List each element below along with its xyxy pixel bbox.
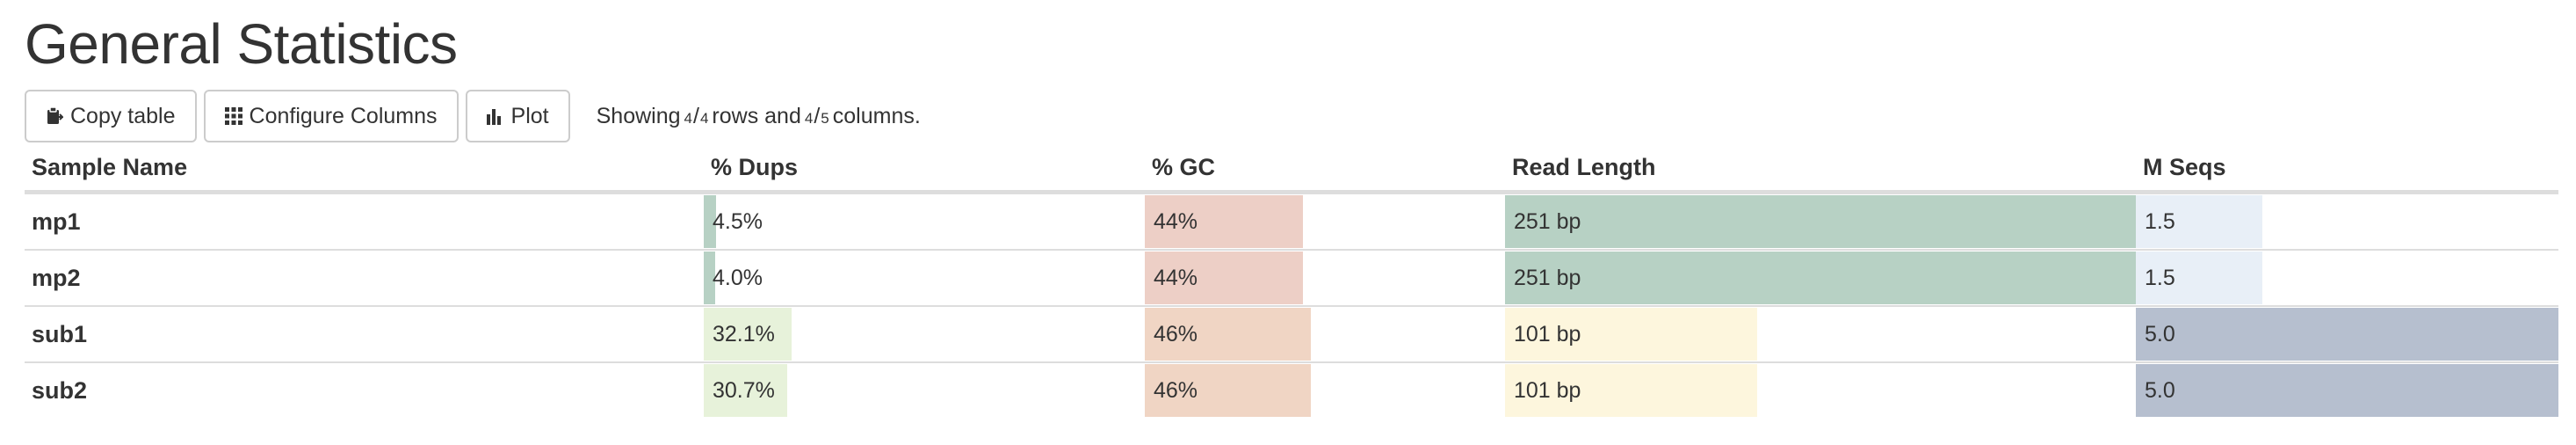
m-seqs-cell: 1.5 bbox=[2136, 191, 2558, 250]
dups-cell: 30.7% bbox=[704, 361, 1145, 418]
gc-bar bbox=[1145, 195, 1304, 248]
grid-icon bbox=[224, 107, 242, 125]
table-row: sub1 32.1% 46% 101 bp 5.0 bbox=[25, 305, 2558, 362]
column-header-read-length[interactable]: Read Length bbox=[1505, 144, 2136, 194]
gc-value: 44% bbox=[1154, 265, 1198, 290]
m-seqs-bar bbox=[2136, 364, 2558, 417]
gc-bar bbox=[1145, 252, 1304, 304]
dups-value: 30.7% bbox=[713, 377, 775, 403]
m-seqs-value: 5.0 bbox=[2145, 321, 2175, 347]
status-prefix: Showing bbox=[596, 103, 681, 128]
read-length-value: 251 bp bbox=[1514, 265, 1581, 290]
m-seqs-bar bbox=[2136, 195, 2263, 248]
columns-total: 5 bbox=[821, 109, 829, 127]
read-length-value: 101 bp bbox=[1514, 377, 1581, 403]
dups-cell: 4.5% bbox=[704, 191, 1145, 250]
plot-button[interactable]: Plot bbox=[465, 90, 570, 142]
sample-name-cell: mp2 bbox=[25, 249, 704, 306]
columns-word: columns. bbox=[832, 103, 921, 128]
read-length-cell: 251 bp bbox=[1505, 249, 2136, 306]
table-row: mp1 4.5% 44% 251 bp 1.5 bbox=[25, 191, 2558, 250]
gc-bar bbox=[1145, 308, 1311, 361]
column-header-m-seqs[interactable]: M Seqs bbox=[2136, 144, 2558, 194]
gc-cell: 44% bbox=[1145, 191, 1505, 250]
columns-shown: 4 bbox=[804, 109, 814, 127]
dups-bar bbox=[704, 308, 792, 361]
gc-bar bbox=[1145, 364, 1311, 417]
m-seqs-cell: 5.0 bbox=[2136, 361, 2558, 418]
copy-table-button[interactable]: Copy table bbox=[25, 90, 197, 142]
bar-chart-icon bbox=[486, 107, 504, 125]
sample-name-cell: sub1 bbox=[25, 305, 704, 362]
read-length-bar bbox=[1505, 364, 1758, 417]
dups-cell: 32.1% bbox=[704, 305, 1145, 362]
m-seqs-value: 1.5 bbox=[2145, 265, 2175, 290]
gc-value: 44% bbox=[1154, 208, 1198, 234]
column-header-gc[interactable]: % GC bbox=[1145, 144, 1505, 194]
read-length-cell: 251 bp bbox=[1505, 191, 2136, 250]
rows-shown: 4 bbox=[684, 109, 692, 127]
dups-value: 4.5% bbox=[713, 208, 763, 234]
copy-icon bbox=[46, 106, 63, 126]
dups-bar bbox=[704, 252, 715, 304]
m-seqs-value: 1.5 bbox=[2145, 208, 2175, 234]
table-toolbar: Copy table Configure Columns bbox=[25, 90, 921, 142]
read-length-cell: 101 bp bbox=[1505, 361, 2136, 418]
gc-cell: 46% bbox=[1145, 305, 1505, 362]
column-header-sample-name[interactable]: Sample Name bbox=[25, 144, 704, 194]
rows-total: 4 bbox=[699, 109, 709, 127]
dups-value: 32.1% bbox=[713, 321, 775, 347]
gc-value: 46% bbox=[1154, 377, 1198, 403]
read-length-bar bbox=[1505, 195, 2136, 248]
general-stats-table: Sample Name % Dups % GC Read Length M Se… bbox=[25, 144, 2558, 418]
read-length-bar bbox=[1505, 308, 1758, 361]
dups-cell: 4.0% bbox=[704, 249, 1145, 306]
table-row: sub2 30.7% 46% 101 bp 5.0 bbox=[25, 361, 2558, 418]
m-seqs-bar bbox=[2136, 308, 2558, 361]
table-header-row: Sample Name % Dups % GC Read Length M Se… bbox=[25, 144, 2558, 194]
sample-name-cell: mp1 bbox=[25, 191, 704, 250]
plot-label: Plot bbox=[510, 103, 549, 128]
configure-columns-button[interactable]: Configure Columns bbox=[203, 90, 459, 142]
table-status-text: Showing 4/4 rows and 4/5 columns. bbox=[597, 104, 921, 129]
dups-bar bbox=[704, 364, 788, 417]
columns-fraction: 4/5 bbox=[804, 103, 829, 128]
read-length-value: 251 bp bbox=[1514, 208, 1581, 234]
rows-word: rows and bbox=[712, 103, 801, 128]
rows-fraction: 4/4 bbox=[684, 103, 709, 128]
page-title: General Statistics bbox=[25, 12, 458, 76]
gc-value: 46% bbox=[1154, 321, 1198, 347]
dups-value: 4.0% bbox=[713, 265, 763, 290]
read-length-value: 101 bp bbox=[1514, 321, 1581, 347]
gc-cell: 46% bbox=[1145, 361, 1505, 418]
table-row: mp2 4.0% 44% 251 bp 1.5 bbox=[25, 249, 2558, 306]
read-length-bar bbox=[1505, 252, 2136, 304]
dups-bar bbox=[704, 195, 717, 248]
m-seqs-cell: 5.0 bbox=[2136, 305, 2558, 362]
copy-table-label: Copy table bbox=[70, 103, 176, 128]
column-header-dups[interactable]: % Dups bbox=[704, 144, 1145, 194]
read-length-cell: 101 bp bbox=[1505, 305, 2136, 362]
m-seqs-value: 5.0 bbox=[2145, 377, 2175, 403]
m-seqs-cell: 1.5 bbox=[2136, 249, 2558, 306]
m-seqs-bar bbox=[2136, 252, 2263, 304]
gc-cell: 44% bbox=[1145, 249, 1505, 306]
configure-columns-label: Configure Columns bbox=[249, 103, 438, 128]
sample-name-cell: sub2 bbox=[25, 361, 704, 418]
